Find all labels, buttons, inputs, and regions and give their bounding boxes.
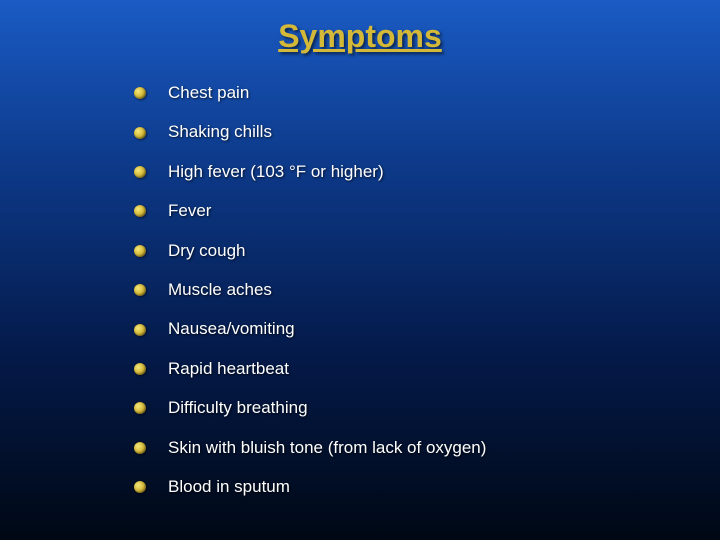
list-item: Fever — [134, 201, 720, 221]
bullet-icon — [134, 324, 146, 336]
list-item: Blood in sputum — [134, 477, 720, 497]
bullet-icon — [134, 284, 146, 296]
bullet-icon — [134, 127, 146, 139]
list-item-text: Rapid heartbeat — [168, 359, 289, 379]
list-item: Skin with bluish tone (from lack of oxyg… — [134, 438, 720, 458]
list-item: Shaking chills — [134, 122, 720, 142]
list-item-text: Dry cough — [168, 241, 245, 261]
bullet-icon — [134, 481, 146, 493]
list-item: Chest pain — [134, 83, 720, 103]
list-item: Dry cough — [134, 241, 720, 261]
list-item-text: Chest pain — [168, 83, 249, 103]
list-item-text: Nausea/vomiting — [168, 319, 295, 339]
bullet-icon — [134, 205, 146, 217]
list-item-text: Difficulty breathing — [168, 398, 308, 418]
list-item: High fever (103 °F or higher) — [134, 162, 720, 182]
list-item-text: Fever — [168, 201, 211, 221]
list-item-text: Muscle aches — [168, 280, 272, 300]
bullet-icon — [134, 402, 146, 414]
list-item-text: Shaking chills — [168, 122, 272, 142]
bullet-icon — [134, 87, 146, 99]
list-item-text: Blood in sputum — [168, 477, 290, 497]
slide-container: Symptoms Chest pain Shaking chills High … — [0, 0, 720, 540]
list-item-text: Skin with bluish tone (from lack of oxyg… — [168, 438, 486, 458]
bullet-icon — [134, 245, 146, 257]
list-item: Nausea/vomiting — [134, 319, 720, 339]
bullet-icon — [134, 442, 146, 454]
list-item-text: High fever (103 °F or higher) — [168, 162, 384, 182]
slide-title: Symptoms — [0, 18, 720, 55]
symptom-list: Chest pain Shaking chills High fever (10… — [0, 83, 720, 497]
bullet-icon — [134, 363, 146, 375]
list-item: Rapid heartbeat — [134, 359, 720, 379]
list-item: Muscle aches — [134, 280, 720, 300]
bullet-icon — [134, 166, 146, 178]
list-item: Difficulty breathing — [134, 398, 720, 418]
